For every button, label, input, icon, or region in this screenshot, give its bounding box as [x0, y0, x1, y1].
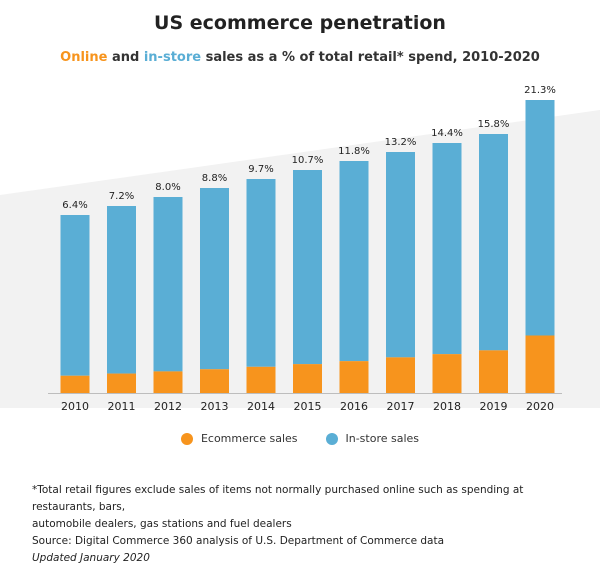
footnote-source: Source: Digital Commerce 360 analysis of… [32, 535, 445, 547]
legend: Ecommerce sales In-store sales [0, 432, 600, 445]
x-tick-label-2011: 2011 [108, 400, 136, 413]
chart-title: US ecommerce penetration [154, 12, 446, 34]
bar-ecommerce-2011 [107, 373, 136, 393]
subtitle-online: Online [60, 50, 108, 65]
data-label-2012: 8.0% [155, 182, 180, 193]
bar-instore-2013 [200, 188, 229, 370]
bar-ecommerce-2020 [525, 335, 555, 393]
bar-ecommerce-2016 [339, 361, 369, 393]
x-tick-label-2018: 2018 [433, 400, 461, 413]
x-tick-label-2012: 2012 [154, 400, 182, 413]
legend-instore-swatch [325, 432, 338, 445]
bar-instore-2011 [107, 206, 136, 374]
data-label-2020: 21.3% [524, 85, 556, 96]
x-tick-label-2016: 2016 [340, 400, 368, 413]
bar-instore-2014 [246, 179, 276, 367]
x-tick-label-2014: 2014 [247, 400, 275, 413]
bar-ecommerce-2013 [200, 369, 229, 393]
footnote-updated: Updated January 2020 [32, 552, 150, 564]
bar-instore-2019 [479, 134, 508, 351]
legend-item-ecommerce: Ecommerce sales [180, 432, 298, 445]
legend-instore-label: In-store sales [345, 432, 420, 445]
footnote-line-2: automobile dealers, gas stations and fue… [32, 518, 292, 530]
data-label-2017: 13.2% [385, 137, 417, 148]
bar-ecommerce-2015 [293, 364, 322, 393]
bar-ecommerce-2014 [246, 366, 276, 393]
x-tick-label-2013: 2013 [201, 400, 229, 413]
x-tick-label-2020: 2020 [526, 400, 554, 413]
data-label-2014: 9.7% [248, 164, 273, 175]
footnote: *Total retail figures exclude sales of i… [32, 482, 582, 567]
chart-subtitle: Online and in-store sales as a % of tota… [0, 50, 600, 65]
data-label-2010: 6.4% [62, 200, 87, 211]
bar-instore-2016 [339, 161, 369, 362]
bar-instore-2010 [60, 215, 90, 376]
data-label-2011: 7.2% [109, 191, 134, 202]
bar-instore-2015 [293, 170, 322, 365]
x-tick-label-2019: 2019 [480, 400, 508, 413]
bar-instore-2018 [432, 143, 462, 355]
bar-ecommerce-2019 [479, 350, 508, 393]
legend-ecommerce-label: Ecommerce sales [200, 432, 298, 445]
bar-ecommerce-2017 [386, 357, 415, 393]
bar-ecommerce-2018 [432, 354, 462, 393]
data-label-2019: 15.8% [478, 119, 510, 130]
subtitle-instore: in-store [143, 50, 202, 65]
footnote-line-1: *Total retail figures exclude sales of i… [32, 484, 524, 513]
bar-ecommerce-2012 [153, 371, 183, 393]
data-label-2015: 10.7% [292, 155, 324, 166]
data-label-2013: 8.8% [202, 173, 227, 184]
bar-instore-2012 [153, 197, 183, 372]
bar-ecommerce-2010 [60, 375, 90, 393]
x-tick-label-2015: 2015 [294, 400, 322, 413]
x-tick-label-2017: 2017 [387, 400, 415, 413]
legend-item-instore: In-store sales [325, 432, 420, 445]
subtitle-rest: sales as a % of total retail* spend, 201… [205, 50, 540, 65]
bar-instore-2020 [525, 100, 555, 336]
x-tick-label-2010: 2010 [61, 400, 89, 413]
subtitle-and: and [111, 50, 140, 65]
bar-instore-2017 [386, 152, 415, 358]
data-label-2018: 14.4% [431, 128, 463, 139]
stacked-bar-chart: 6.4% 2010 7.2% 2011 8.0% 2012 8.8% 2013 9.7% 2014… [48, 85, 562, 413]
legend-ecommerce-swatch [180, 432, 193, 445]
data-label-2016: 11.8% [338, 146, 370, 157]
